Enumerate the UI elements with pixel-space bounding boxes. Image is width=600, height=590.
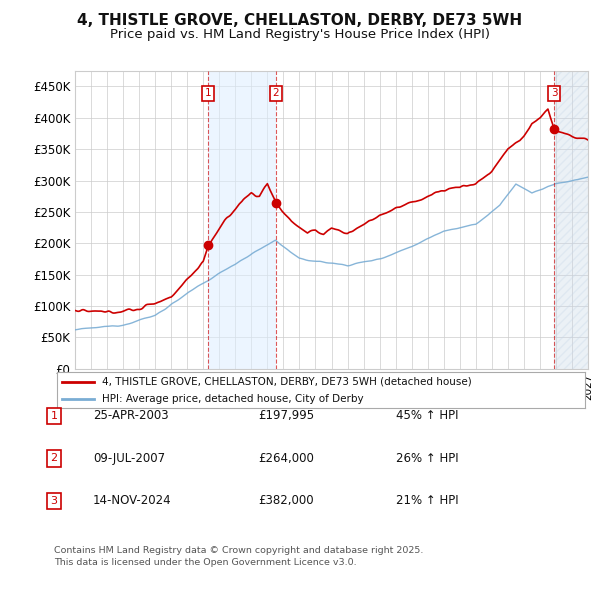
Text: 3: 3: [50, 496, 58, 506]
Text: 3: 3: [551, 88, 557, 98]
Text: 1: 1: [50, 411, 58, 421]
Text: 26% ↑ HPI: 26% ↑ HPI: [396, 452, 458, 465]
Text: 21% ↑ HPI: 21% ↑ HPI: [396, 494, 458, 507]
Bar: [554, 71, 588, 369]
Text: 4, THISTLE GROVE, CHELLASTON, DERBY, DE73 5WH (detached house): 4, THISTLE GROVE, CHELLASTON, DERBY, DE7…: [102, 377, 472, 387]
Text: Price paid vs. HM Land Registry's House Price Index (HPI): Price paid vs. HM Land Registry's House …: [110, 28, 490, 41]
Text: 2: 2: [50, 454, 58, 463]
Text: 2: 2: [273, 88, 280, 98]
Text: Contains HM Land Registry data © Crown copyright and database right 2025.
This d: Contains HM Land Registry data © Crown c…: [54, 546, 424, 566]
Text: HPI: Average price, detached house, City of Derby: HPI: Average price, detached house, City…: [102, 394, 364, 404]
Bar: [208, 71, 276, 369]
Text: £264,000: £264,000: [258, 452, 314, 465]
Text: 25-APR-2003: 25-APR-2003: [93, 409, 169, 422]
Text: 14-NOV-2024: 14-NOV-2024: [93, 494, 172, 507]
Text: £197,995: £197,995: [258, 409, 314, 422]
Text: £382,000: £382,000: [258, 494, 314, 507]
Text: 45% ↑ HPI: 45% ↑ HPI: [396, 409, 458, 422]
Text: 09-JUL-2007: 09-JUL-2007: [93, 452, 165, 465]
Text: 1: 1: [205, 88, 212, 98]
Text: 4, THISTLE GROVE, CHELLASTON, DERBY, DE73 5WH: 4, THISTLE GROVE, CHELLASTON, DERBY, DE7…: [77, 13, 523, 28]
